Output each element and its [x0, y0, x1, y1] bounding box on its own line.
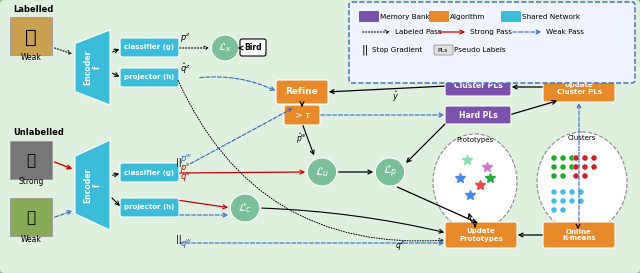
Text: $\hat{y}$: $\hat{y}$	[392, 90, 399, 104]
FancyBboxPatch shape	[429, 11, 449, 22]
Text: classifier (g): classifier (g)	[125, 44, 175, 51]
Text: Labeled Pass: Labeled Pass	[395, 29, 442, 35]
Circle shape	[551, 173, 557, 179]
Text: Clusters: Clusters	[568, 135, 596, 141]
Text: $p^s$: $p^s$	[180, 161, 191, 174]
Circle shape	[569, 189, 575, 195]
FancyBboxPatch shape	[10, 141, 52, 179]
FancyBboxPatch shape	[445, 222, 517, 248]
FancyBboxPatch shape	[501, 11, 521, 22]
Circle shape	[560, 189, 566, 195]
Circle shape	[551, 155, 557, 161]
Text: ||: ||	[176, 235, 182, 244]
Text: Stop Gradient: Stop Gradient	[372, 47, 422, 53]
Text: $q^s$: $q^s$	[180, 170, 191, 183]
Text: Update
Prototypes: Update Prototypes	[459, 229, 503, 242]
Text: Weak Pass: Weak Pass	[546, 29, 584, 35]
Text: Refine: Refine	[285, 88, 318, 96]
Text: Encoder
f: Encoder f	[83, 50, 102, 85]
Text: $\mathcal{L}_p$: $\mathcal{L}_p$	[383, 164, 397, 180]
Text: Hard PLs: Hard PLs	[459, 111, 497, 120]
Text: Algorithm: Algorithm	[450, 14, 485, 20]
Circle shape	[560, 155, 566, 161]
Circle shape	[582, 155, 588, 161]
Text: $\mathcal{L}_u$: $\mathcal{L}_u$	[315, 165, 329, 179]
Text: $\mathcal{L}_c$: $\mathcal{L}_c$	[238, 201, 252, 215]
Circle shape	[560, 198, 566, 204]
Text: PLs: PLs	[438, 48, 448, 52]
Text: $q^z$: $q^z$	[395, 239, 405, 252]
Ellipse shape	[307, 158, 337, 186]
FancyBboxPatch shape	[240, 39, 266, 56]
Text: Update
Cluster PLs: Update Cluster PLs	[557, 82, 602, 96]
Text: Unlabelled: Unlabelled	[13, 128, 64, 137]
FancyBboxPatch shape	[120, 68, 179, 87]
Circle shape	[551, 198, 557, 204]
Text: $\mathcal{L}_x$: $\mathcal{L}_x$	[218, 41, 232, 54]
Text: Weak: Weak	[20, 54, 42, 63]
Polygon shape	[75, 140, 110, 230]
Text: $p^w$: $p^w$	[180, 152, 193, 165]
Circle shape	[569, 155, 575, 161]
Text: Shared Network: Shared Network	[522, 14, 580, 20]
FancyBboxPatch shape	[349, 2, 635, 83]
Text: $>\tau$: $>\tau$	[292, 110, 311, 120]
Text: Strong: Strong	[19, 177, 44, 186]
FancyBboxPatch shape	[120, 198, 179, 217]
Text: projector (h): projector (h)	[124, 204, 175, 210]
Text: $q^w$: $q^w$	[180, 237, 193, 250]
Circle shape	[573, 155, 579, 161]
Text: Encoder
f: Encoder f	[83, 167, 102, 203]
Circle shape	[591, 155, 597, 161]
FancyBboxPatch shape	[120, 163, 179, 182]
Circle shape	[551, 189, 557, 195]
Text: Prototypes: Prototypes	[456, 137, 493, 143]
Text: $\hat{q}^z$: $\hat{q}^z$	[180, 61, 191, 76]
Text: ||: ||	[362, 45, 369, 55]
FancyBboxPatch shape	[445, 76, 511, 96]
Ellipse shape	[211, 35, 239, 61]
FancyBboxPatch shape	[276, 80, 328, 104]
FancyBboxPatch shape	[10, 17, 52, 55]
Circle shape	[582, 173, 588, 179]
Text: ||: ||	[176, 158, 182, 167]
Text: Bird: Bird	[244, 43, 262, 52]
Circle shape	[560, 207, 566, 213]
Text: classifier (g): classifier (g)	[125, 170, 175, 176]
Text: Pseudo Labels: Pseudo Labels	[454, 47, 506, 53]
FancyBboxPatch shape	[10, 198, 52, 236]
Text: 🦓: 🦓	[26, 153, 36, 168]
FancyBboxPatch shape	[120, 38, 179, 57]
FancyBboxPatch shape	[543, 222, 615, 248]
Circle shape	[551, 164, 557, 170]
Text: 🦓: 🦓	[26, 210, 36, 225]
Circle shape	[560, 164, 566, 170]
FancyBboxPatch shape	[445, 106, 511, 124]
Ellipse shape	[375, 158, 404, 186]
Ellipse shape	[433, 134, 517, 230]
Text: Cluster PLs: Cluster PLs	[454, 82, 502, 91]
Text: 🐦: 🐦	[25, 28, 37, 46]
Ellipse shape	[230, 194, 260, 222]
Ellipse shape	[537, 132, 627, 232]
Text: Strong Pass: Strong Pass	[470, 29, 512, 35]
Polygon shape	[75, 30, 110, 105]
Text: Memory Bank: Memory Bank	[380, 14, 429, 20]
Text: Online
K-means: Online K-means	[562, 229, 596, 242]
Circle shape	[578, 198, 584, 204]
Text: $p^z$: $p^z$	[180, 31, 191, 44]
Circle shape	[573, 164, 579, 170]
Text: $\hat{p}^w$: $\hat{p}^w$	[296, 132, 307, 146]
Circle shape	[551, 207, 557, 213]
FancyBboxPatch shape	[359, 11, 379, 22]
Text: $z^a$: $z^a$	[370, 67, 380, 78]
Circle shape	[569, 164, 575, 170]
Circle shape	[578, 189, 584, 195]
Circle shape	[573, 173, 579, 179]
Circle shape	[560, 173, 566, 179]
Circle shape	[591, 164, 597, 170]
Text: Weak: Weak	[20, 235, 42, 244]
Circle shape	[582, 164, 588, 170]
FancyBboxPatch shape	[284, 105, 320, 125]
